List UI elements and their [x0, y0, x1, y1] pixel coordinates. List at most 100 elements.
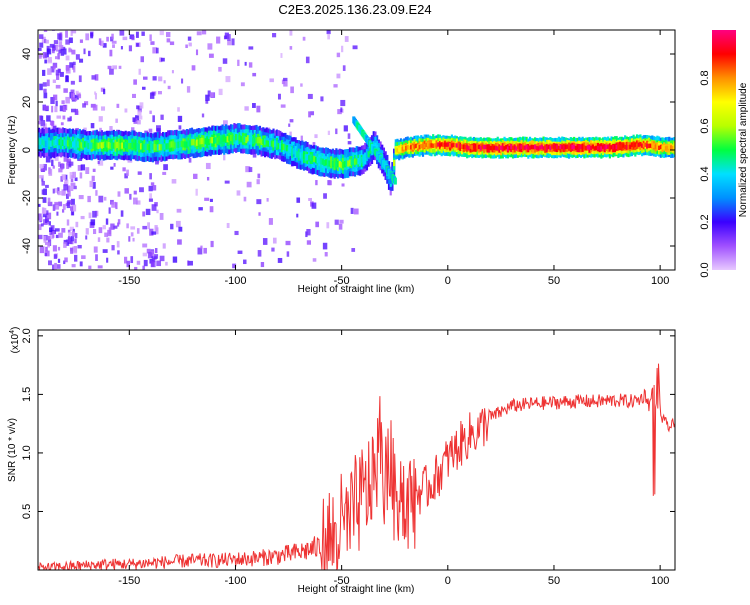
spectrogram-cell	[233, 136, 236, 143]
spectrogram-cell	[552, 144, 555, 149]
spectrogram-cell	[103, 196, 107, 201]
y-tick-label: 2.0	[21, 328, 33, 343]
spectrogram-cell	[180, 140, 183, 147]
spectrogram-cell	[352, 45, 358, 50]
spectrogram-cell	[162, 143, 165, 150]
spectrogram-y-label: Frequency (Hz)	[7, 116, 18, 185]
spectrogram-cell	[63, 154, 69, 162]
spectrogram-cell	[498, 145, 501, 150]
spectrogram-cell	[408, 145, 411, 151]
spectrogram-cell	[305, 56, 310, 64]
spectrogram-cell	[74, 94, 79, 100]
spectrogram-cell	[102, 43, 107, 48]
spectrogram-cell	[111, 201, 117, 208]
spectrogram-cell	[237, 59, 240, 67]
spectrogram-cell	[70, 80, 75, 85]
spectrogram-cell	[51, 159, 54, 167]
spectrogram-cell	[505, 145, 508, 150]
spectrogram-cell	[248, 46, 254, 50]
spectrogram-cell	[634, 142, 637, 147]
spectrogram-cell	[94, 91, 97, 95]
spectrogram-cell	[124, 141, 127, 149]
spectrogram-cell	[483, 144, 486, 150]
spectrogram-cell	[229, 134, 233, 142]
spectrogram-cell	[178, 140, 182, 148]
spectrogram-cell	[362, 155, 365, 163]
spectrogram-cell	[607, 144, 610, 149]
spectrogram-cell	[39, 83, 43, 91]
spectrogram-cell	[567, 145, 571, 151]
spectrogram-cell	[80, 215, 85, 220]
spectrogram-cell	[460, 144, 464, 149]
spectrogram-cell	[66, 158, 72, 163]
spectrogram-cell	[353, 208, 359, 215]
spectrogram-cell	[518, 145, 521, 150]
spectrogram-cell	[75, 140, 78, 147]
spectrogram-cell	[42, 69, 46, 76]
snr-series-line	[38, 363, 675, 570]
spectrogram-cell	[289, 119, 294, 123]
spectrogram-cell	[83, 127, 87, 132]
spectrogram-cell	[72, 228, 75, 232]
spectrogram-cell	[282, 143, 285, 151]
spectrogram-cell	[224, 136, 228, 143]
spectrogram-cell	[138, 143, 141, 151]
spectrogram-cell	[561, 144, 564, 150]
spectrogram-cell	[248, 62, 253, 68]
spectrogram-cell	[88, 50, 91, 57]
spectrogram-cell	[110, 166, 114, 170]
spectrogram-cell	[147, 252, 152, 259]
spectrogram-cell	[557, 145, 560, 151]
spectrogram-cell	[106, 257, 109, 263]
spectrogram-cell	[639, 142, 642, 147]
spectrogram-cell	[440, 142, 443, 147]
spectrogram-cell	[364, 154, 367, 162]
spectrogram-cell	[47, 242, 50, 248]
spectrogram-cell	[74, 238, 77, 244]
spectrogram-cell	[433, 143, 436, 148]
spectrogram-cell	[411, 145, 414, 150]
spectrogram-cell	[209, 136, 212, 144]
spectrogram-cell	[49, 227, 53, 232]
spectrogram-cell	[175, 220, 181, 228]
spectrogram-cell	[61, 139, 64, 146]
spectrogram-cell	[232, 263, 237, 269]
spectrogram-cell	[116, 103, 120, 108]
spectrogram-cell	[207, 43, 213, 50]
spectrogram-cell	[574, 145, 577, 151]
spectrogram-cell	[126, 260, 131, 268]
spectrogram-cell	[130, 232, 134, 237]
spectrogram-cell	[201, 30, 207, 35]
spectrogram-cell	[493, 145, 496, 150]
spectrogram-cell	[116, 141, 119, 149]
spectrogram-cell	[150, 41, 155, 45]
spectrogram-cell	[314, 157, 318, 164]
spectrogram-cell	[69, 62, 74, 68]
spectrogram-cell	[71, 108, 76, 113]
spectrogram-cell	[503, 146, 506, 151]
spectrogram-cell	[56, 46, 59, 50]
spectrogram-cell	[625, 145, 628, 150]
spectrogram-cell	[64, 174, 68, 182]
spectrogram-cell	[87, 142, 90, 150]
spectrogram-cell	[256, 179, 260, 185]
spectrogram-cell	[54, 106, 58, 113]
spectrogram-cell	[223, 35, 228, 40]
spectrogram-cell	[52, 165, 55, 169]
spectrogram-cell	[41, 138, 44, 146]
spectrogram-cell	[258, 137, 262, 144]
spectrogram-cell	[601, 144, 605, 149]
spectrogram-cell	[39, 164, 45, 169]
spectrogram-cell	[178, 226, 183, 232]
spectrogram-cell	[54, 228, 60, 232]
spectrogram-cell	[280, 53, 283, 58]
spectrogram-cell	[132, 93, 136, 99]
spectrogram-cell	[404, 146, 408, 151]
spectrogram-cell	[150, 144, 153, 151]
spectrogram-cell	[322, 242, 328, 250]
spectrogram-cell	[474, 146, 477, 151]
spectrogram-cell	[212, 137, 216, 144]
spectrogram-cell	[68, 235, 71, 243]
spectrogram-cell	[140, 56, 145, 63]
spectrogram-cell	[148, 198, 153, 202]
